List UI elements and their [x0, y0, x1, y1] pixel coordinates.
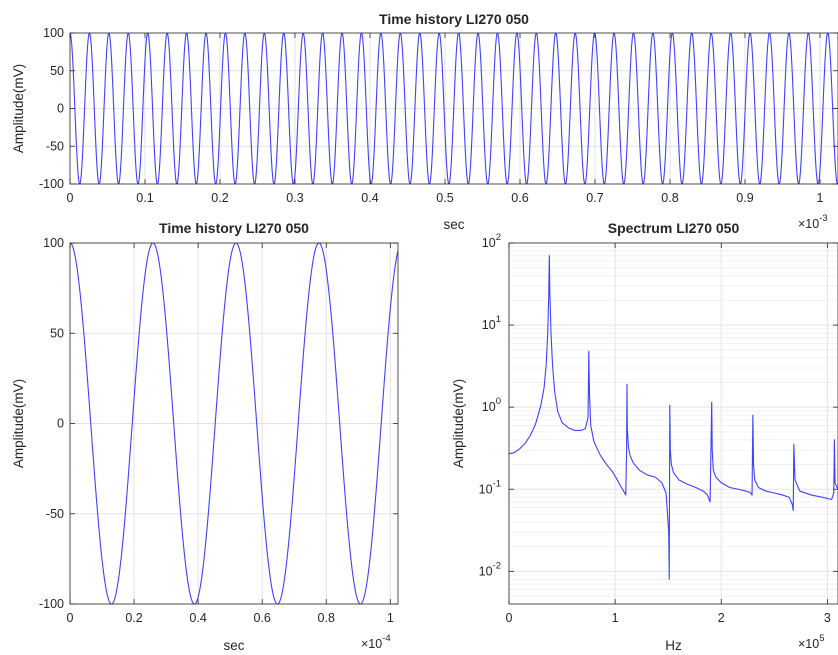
y-tick-label: -50	[46, 507, 64, 521]
bottom-left-axes: 0 0.2 0.4 0.6 0.8 1 -100 -50 0 50 100 ×10-4 Time his…	[11, 220, 399, 653]
x-tick-label: 0.6	[253, 611, 270, 625]
y-tick-label: 10-2	[479, 560, 501, 578]
y-tick-label: -50	[46, 139, 64, 153]
chart-title: Spectrum LI270 050	[608, 220, 740, 236]
x-exponent-base: ×10	[798, 217, 819, 231]
chart-title: Time history LI270 050	[379, 11, 529, 27]
x-tick-label: 0	[506, 611, 513, 625]
y-tick-mantissa: 10	[479, 482, 493, 496]
x-tick-label: 0.9	[736, 191, 753, 205]
y-tick-label: 10-1	[479, 478, 501, 496]
x-exponent-label: ×105	[798, 633, 825, 651]
axes-box	[508, 242, 838, 605]
x-tick-label: 1	[817, 191, 824, 205]
bottom-right-series-line	[509, 255, 838, 580]
x-tick-label: 0.4	[361, 191, 378, 205]
chart-title: Time history LI270 050	[159, 220, 309, 236]
y-tick-exponent: 0	[496, 396, 501, 407]
y-tick-exponent: 2	[496, 232, 501, 243]
x-exponent-label: ×10-3	[798, 213, 828, 231]
x-tick-label: 0.5	[436, 191, 453, 205]
y-axis-label: Amplitude(mV)	[11, 379, 26, 468]
y-tick-exponent: -1	[493, 478, 501, 489]
x-tick-label: 0.8	[661, 191, 678, 205]
bottom-left-series-line	[70, 243, 398, 604]
y-tick-label: 0	[57, 417, 64, 431]
x-axis-label: Hz	[665, 638, 682, 653]
top-axes: 0 0.1 0.2 0.3 0.4 0.5 0.6 0.7 0.8 0.9 1 -100 -50 0 50 1…	[11, 11, 838, 232]
x-tick-label: 0.2	[211, 191, 228, 205]
x-tick-label: 0.4	[189, 611, 206, 625]
x-tick-label: 0.6	[511, 191, 528, 205]
y-tick-label: 100	[43, 236, 64, 250]
y-tick-label: -100	[39, 597, 64, 611]
y-tick-label: -100	[39, 177, 64, 191]
y-tick-exponent: 1	[496, 314, 501, 325]
top-series-line	[70, 33, 838, 184]
y-tick-mantissa: 10	[482, 236, 496, 250]
y-tick-label: 100	[482, 396, 501, 414]
x-exponent-power: 5	[819, 633, 824, 644]
x-tick-label: 1	[387, 611, 394, 625]
x-tick-label: 3	[824, 611, 831, 625]
y-tick-label: 0	[57, 102, 64, 116]
y-axis-label: Amplitude(mV)	[451, 379, 466, 468]
y-tick-mantissa: 10	[482, 318, 496, 332]
y-tick-label: 50	[50, 326, 64, 340]
x-tick-label: 0	[67, 611, 74, 625]
x-axis-label: sec	[443, 217, 464, 232]
y-tick-label: 102	[482, 232, 501, 250]
x-axis-label: sec	[223, 638, 244, 653]
x-exponent-base: ×10	[361, 637, 382, 651]
y-axis-label: Amplitude(mV)	[11, 64, 26, 153]
x-exponent-base: ×10	[798, 637, 819, 651]
x-tick-label: 0.2	[125, 611, 142, 625]
y-tick-mantissa: 10	[479, 564, 493, 578]
x-exponent-label: ×10-4	[361, 633, 391, 651]
x-exponent-power: -4	[382, 633, 390, 644]
x-tick-label: 0.3	[286, 191, 303, 205]
x-tick-label: 0.8	[318, 611, 335, 625]
y-tick-label: 101	[482, 314, 501, 332]
y-tick-exponent: -2	[493, 560, 501, 571]
x-tick-label: 0.1	[136, 191, 153, 205]
x-tick-label: 0	[67, 191, 74, 205]
y-tick-label: 100	[43, 26, 64, 40]
x-tick-label: 1	[612, 611, 619, 625]
y-tick-label: 50	[50, 64, 64, 78]
x-exponent-power: -3	[819, 213, 827, 224]
x-tick-label: 0.7	[586, 191, 603, 205]
y-tick-mantissa: 10	[482, 400, 496, 414]
x-tick-label: 2	[718, 611, 725, 625]
